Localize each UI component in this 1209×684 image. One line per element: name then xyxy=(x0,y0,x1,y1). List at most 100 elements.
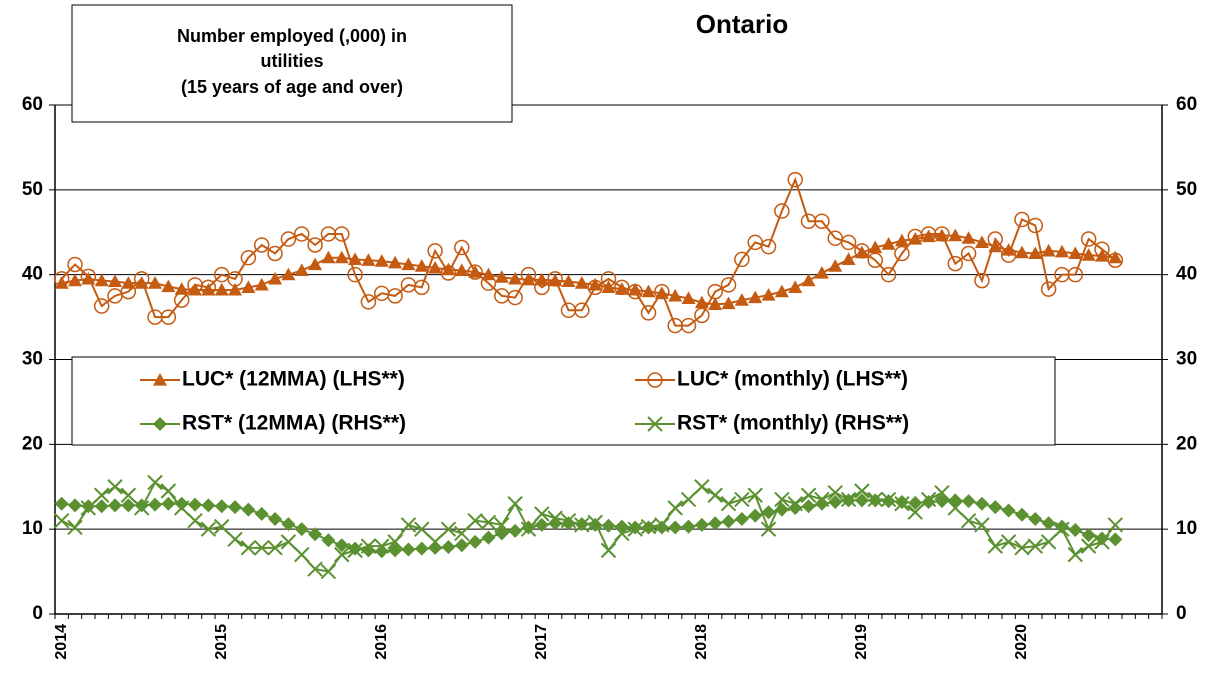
triangle-marker xyxy=(1081,248,1096,261)
circle-marker xyxy=(680,317,697,334)
x-marker xyxy=(280,534,297,550)
diamond-marker xyxy=(294,522,309,537)
circle-marker xyxy=(1094,241,1110,257)
x-marker xyxy=(147,474,163,491)
x-marker xyxy=(120,487,137,503)
y-tick-label: 30 xyxy=(22,349,43,370)
triangle-marker xyxy=(1014,245,1029,259)
x-marker xyxy=(107,479,123,495)
legend-box xyxy=(71,356,1056,446)
diamond-marker xyxy=(828,495,843,510)
diamond-marker xyxy=(388,543,403,558)
diamond-marker xyxy=(308,527,323,542)
series xyxy=(53,171,1124,334)
diamond-marker xyxy=(108,498,123,513)
triangle-marker xyxy=(534,272,549,286)
diamond-marker xyxy=(601,518,616,533)
circle-marker xyxy=(1107,252,1124,268)
circle-marker xyxy=(840,234,857,251)
circle-marker xyxy=(547,271,563,287)
diamond-marker xyxy=(494,526,509,541)
annotation-line: Number employed (,000) in xyxy=(177,26,407,46)
triangle-marker xyxy=(948,228,963,242)
diamond-marker xyxy=(1081,528,1096,543)
triangle-marker xyxy=(561,274,576,288)
triangle-marker xyxy=(188,282,203,296)
diamond-marker xyxy=(148,497,163,512)
x-marker xyxy=(800,487,817,503)
diamond-marker xyxy=(668,520,683,535)
annotation-line: (15 years of age and over) xyxy=(181,77,403,97)
triangle-marker xyxy=(708,297,723,310)
x-marker xyxy=(53,512,70,529)
triangle-marker xyxy=(961,231,976,244)
triangle-marker xyxy=(388,255,403,269)
circle-marker xyxy=(227,271,243,287)
y-tick-label: 40 xyxy=(22,264,43,285)
circle-marker xyxy=(894,245,910,262)
triangle-marker xyxy=(668,288,683,302)
circle-marker xyxy=(427,243,443,259)
legend: LUC* (12MMA) (LHS**) LUC* (monthly) (LHS*… xyxy=(71,356,1056,446)
x-marker xyxy=(374,538,390,554)
triangle-marker xyxy=(161,279,176,293)
x-marker xyxy=(534,506,550,522)
x-marker xyxy=(840,491,857,508)
triangle-marker xyxy=(201,282,216,296)
triangle-marker xyxy=(1041,243,1056,257)
diamond-marker xyxy=(908,495,923,510)
triangle-marker xyxy=(1028,246,1043,260)
triangle-marker xyxy=(628,282,643,296)
x-marker xyxy=(547,510,563,526)
triangle-marker xyxy=(894,233,909,247)
diamond-marker xyxy=(1054,519,1069,534)
triangle-marker xyxy=(281,267,296,281)
x-marker xyxy=(947,500,963,516)
triangle-marker xyxy=(1001,243,1016,256)
x-marker xyxy=(427,534,443,550)
diamond-marker xyxy=(481,530,496,545)
circle-marker xyxy=(534,279,550,296)
triangle-marker xyxy=(748,290,763,304)
annotation: Number employed (,000) in utilities (15 ye… xyxy=(71,4,513,123)
triangle-marker xyxy=(774,284,789,298)
diamond-marker xyxy=(681,519,696,534)
diamond-marker xyxy=(721,514,736,529)
y-tick-label: 0 xyxy=(32,603,43,624)
series-line xyxy=(60,176,1116,327)
circle-marker xyxy=(173,292,190,308)
circle-marker xyxy=(1040,281,1057,297)
circle-marker xyxy=(200,279,217,296)
triangle-marker xyxy=(68,273,83,287)
x-marker xyxy=(1054,521,1070,537)
x-marker xyxy=(614,525,630,542)
y-tick-label: 10 xyxy=(22,518,43,539)
triangle-marker xyxy=(681,291,696,305)
triangle-marker xyxy=(414,259,429,272)
circle-marker xyxy=(387,288,403,304)
x-marker xyxy=(1040,534,1057,550)
circle-marker xyxy=(507,289,523,306)
x-marker xyxy=(854,483,870,499)
triangle-marker xyxy=(694,295,709,309)
circle-marker xyxy=(307,237,323,253)
circle-marker xyxy=(627,283,643,300)
diamond-marker xyxy=(228,500,243,515)
x-marker xyxy=(227,531,243,548)
diamond-marker xyxy=(881,494,896,509)
annotation-highlight: utilities xyxy=(260,51,323,71)
triangle-marker xyxy=(148,276,163,289)
triangle-marker xyxy=(1068,246,1083,260)
diamond-marker xyxy=(761,505,776,520)
triangle-marker xyxy=(308,257,323,271)
x-marker xyxy=(454,525,470,542)
x-marker xyxy=(360,538,377,554)
triangle-marker xyxy=(921,229,936,243)
triangle-marker xyxy=(828,259,843,272)
triangle-marker xyxy=(1054,244,1069,258)
triangle-marker xyxy=(441,262,456,276)
circle-marker xyxy=(647,372,663,388)
x-tick-label: 2020 xyxy=(1013,624,1030,660)
x-marker xyxy=(600,542,617,559)
circle-marker xyxy=(480,275,497,291)
